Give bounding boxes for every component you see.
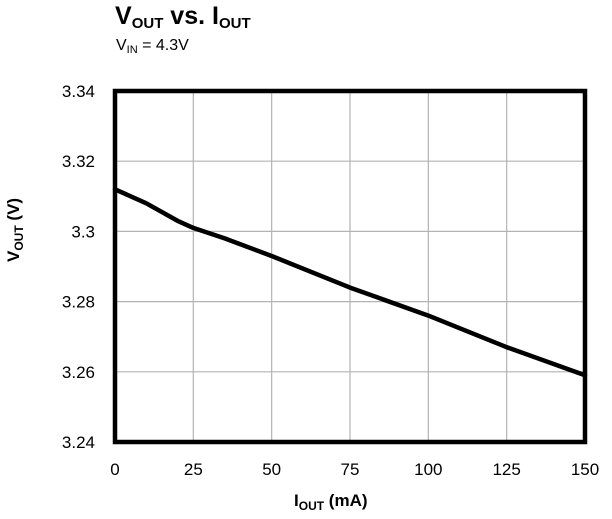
- chart-subtitle: VIN = 4.3V: [116, 37, 189, 56]
- y-tick-label: 3.24: [62, 433, 95, 452]
- x-tick-label: 50: [262, 460, 281, 479]
- plot-border: [112, 88, 588, 445]
- x-tick-label: 125: [492, 460, 520, 479]
- x-axis-label: IOUT (mA): [294, 491, 368, 513]
- data-line: [112, 187, 588, 378]
- y-tick-label: 3.34: [62, 82, 95, 101]
- x-tick-label: 0: [110, 460, 119, 479]
- x-tick-label: 75: [341, 460, 360, 479]
- y-tick-label: 3.32: [62, 152, 95, 171]
- x-tick-label: 150: [571, 460, 599, 479]
- y-tick-label: 3.26: [62, 363, 95, 382]
- x-tick-label: 25: [184, 460, 203, 479]
- chart-title: VOUT vs. IOUT: [115, 2, 251, 32]
- x-tick-label: 100: [414, 460, 442, 479]
- y-tick-label: 3.28: [62, 293, 95, 312]
- y-tick-label: 3.3: [71, 222, 95, 241]
